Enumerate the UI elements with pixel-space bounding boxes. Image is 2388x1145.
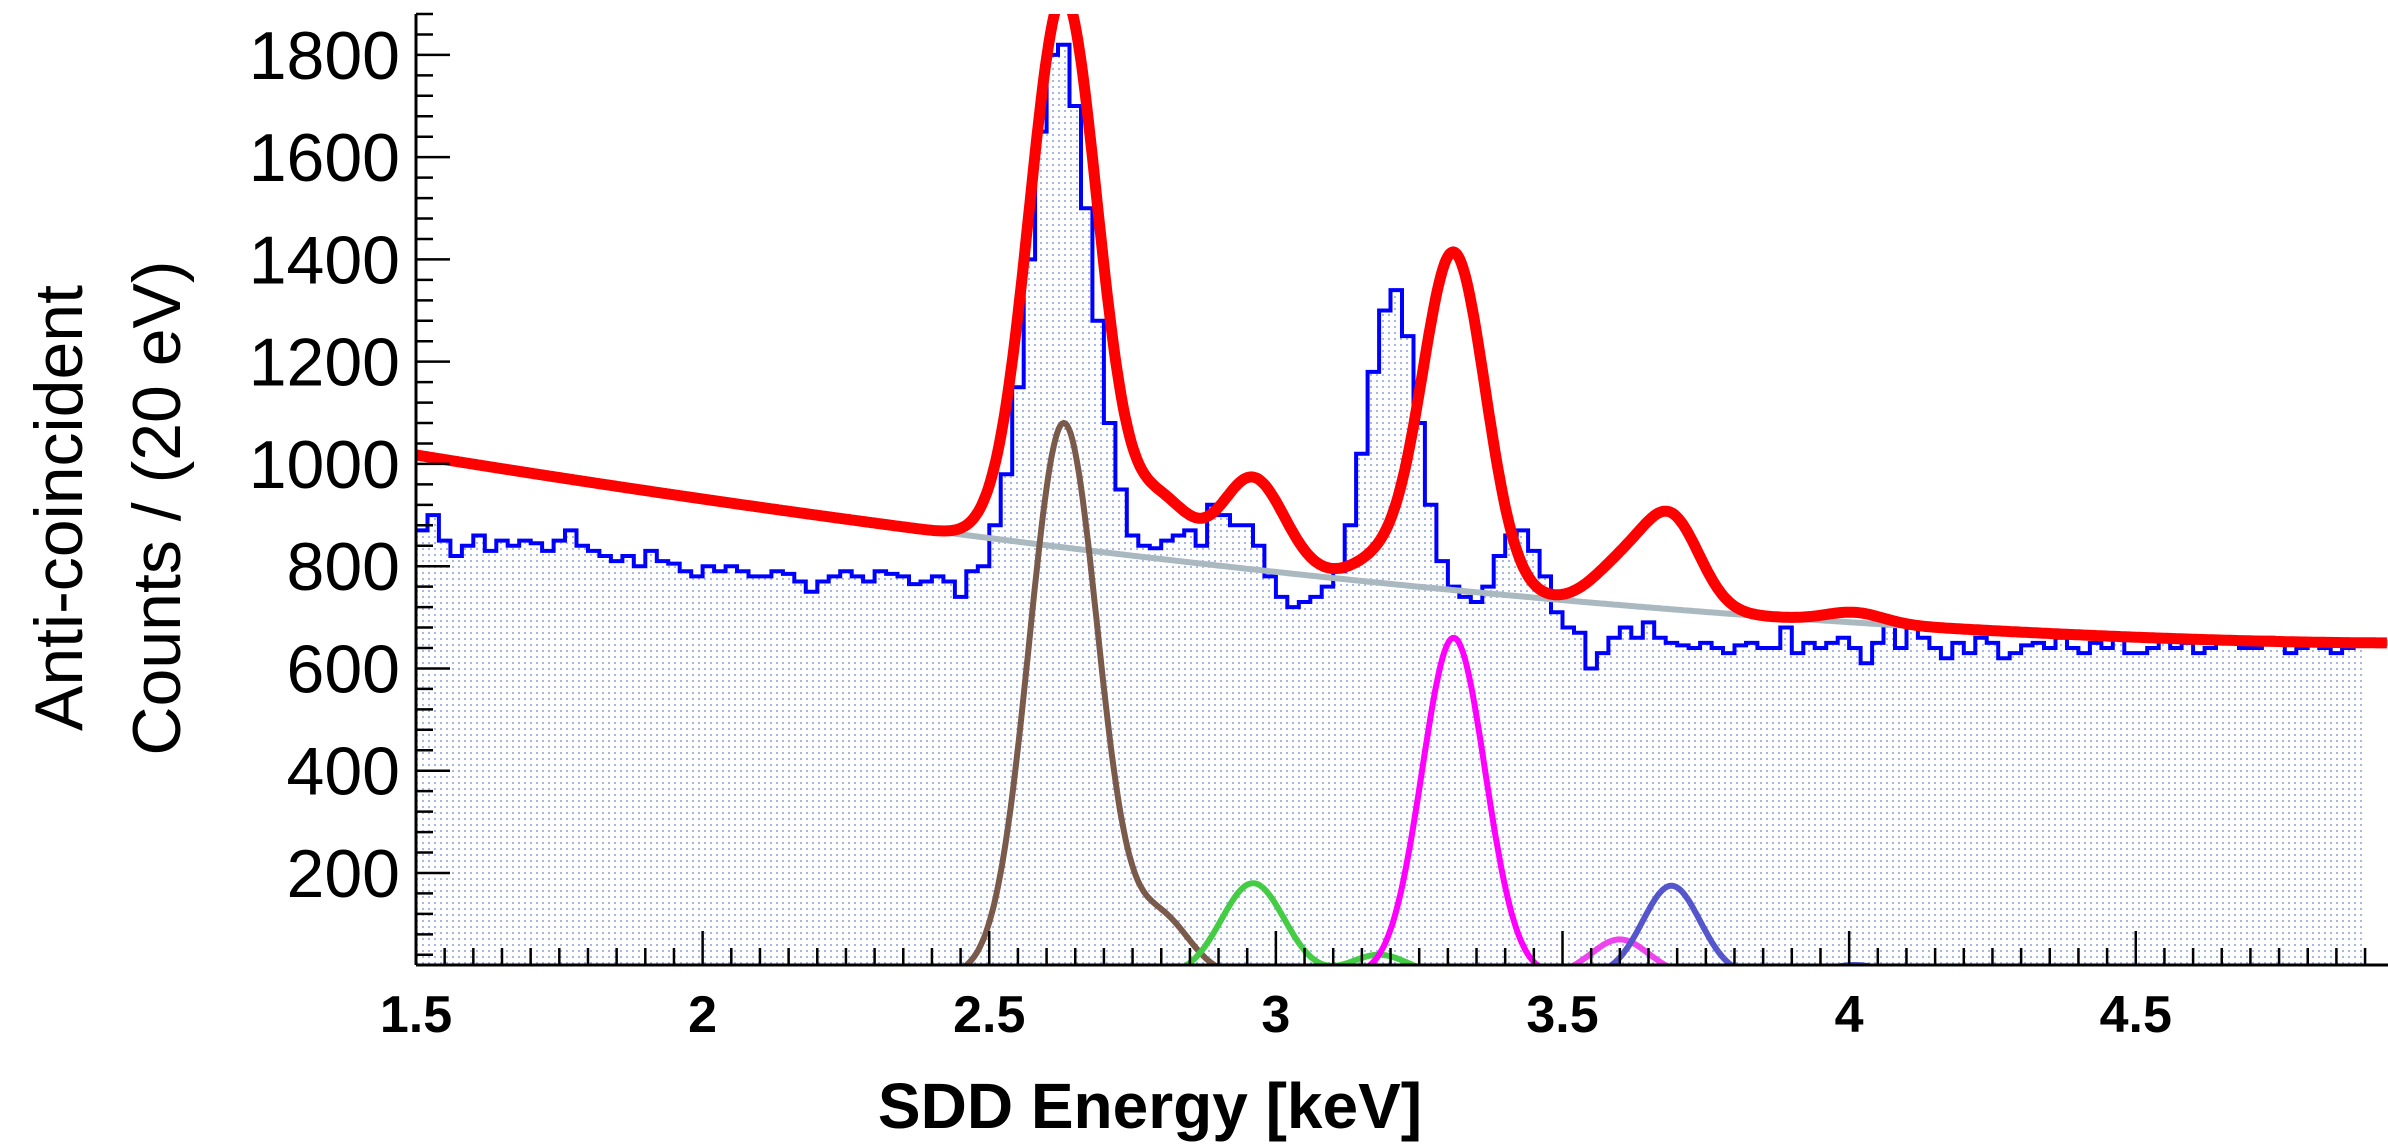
component-peak-4 bbox=[1567, 936, 1672, 965]
y-tick-label: 1200 bbox=[249, 325, 400, 401]
x-axis-title: SDD Energy [keV] bbox=[878, 1070, 1422, 1142]
x-tick-label: 4 bbox=[1835, 986, 1864, 1044]
axes: 1.5 2 2.5 3 3.5 4 4.5 200 400 600 800 1000 1200 1400 1… bbox=[249, 12, 2388, 1044]
x-tick-label: 3.5 bbox=[1526, 986, 1598, 1044]
x-tick-label: 1.5 bbox=[380, 986, 452, 1044]
x-tick-label: 2.5 bbox=[953, 986, 1025, 1044]
component-peak-5 bbox=[1606, 882, 1737, 965]
total-fit-curve bbox=[416, 14, 2388, 649]
y-tick-label: 1400 bbox=[249, 222, 400, 298]
x-tick-label: 2 bbox=[688, 986, 717, 1044]
histogram-data bbox=[416, 42, 2366, 671]
plot-area bbox=[416, 14, 2388, 965]
x-tick-label: 3 bbox=[1261, 986, 1290, 1044]
y-tick-label: 200 bbox=[287, 836, 400, 912]
y-axis-title-line-2: Counts / (20 eV) bbox=[119, 260, 195, 755]
y-tick-label: 1600 bbox=[249, 120, 400, 196]
y-tick-label: 400 bbox=[287, 734, 400, 810]
component-peak-3 bbox=[1365, 634, 1543, 965]
y-tick-label: 1800 bbox=[249, 18, 400, 94]
component-peak-6 bbox=[1830, 962, 1880, 965]
x-tick-label: 4.5 bbox=[2100, 986, 2172, 1044]
y-tick-label: 800 bbox=[287, 529, 400, 605]
y-tick-label: 1000 bbox=[249, 427, 400, 503]
component-peak-2 bbox=[1181, 880, 1421, 965]
y-tick-label: 600 bbox=[287, 631, 400, 707]
y-axis-title-line-1: Anti-coincident bbox=[21, 285, 97, 731]
